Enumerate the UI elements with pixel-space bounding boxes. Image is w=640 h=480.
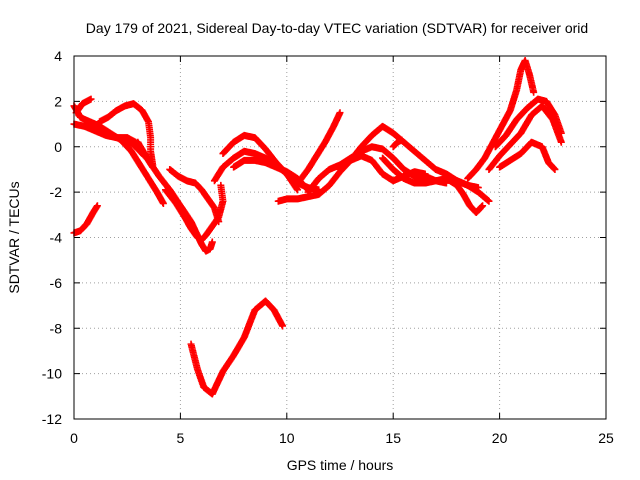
y-tick-label: -10 xyxy=(42,366,62,382)
data-point-marker xyxy=(208,238,216,246)
series-track-19 xyxy=(442,175,487,217)
data-point-marker xyxy=(336,109,344,117)
series-track-18 xyxy=(389,136,406,151)
data-point-marker xyxy=(217,181,225,189)
data-point-marker xyxy=(485,197,493,205)
data-point-marker xyxy=(551,165,559,173)
series-track-9 xyxy=(166,165,223,226)
x-tick-label: 5 xyxy=(177,430,185,446)
y-axis-label: SDTVAR / TECUs xyxy=(6,181,22,293)
data-point-marker xyxy=(159,199,167,207)
data-point-marker xyxy=(93,202,101,210)
series-track-24 xyxy=(187,297,287,398)
x-tick-label: 0 xyxy=(70,430,78,446)
series-track-23 xyxy=(496,138,559,173)
data-point-marker xyxy=(479,202,487,210)
data-point-marker xyxy=(215,218,223,226)
x-tick-label: 15 xyxy=(385,430,401,446)
data-point-marker xyxy=(557,138,565,146)
series-track-20 xyxy=(464,57,538,183)
y-tick-label: -6 xyxy=(50,275,63,291)
y-tick-label: -4 xyxy=(50,230,63,246)
y-tick-label: 4 xyxy=(54,48,62,64)
series-track-3 xyxy=(72,95,95,117)
grid-lines xyxy=(74,56,606,419)
series-track-22 xyxy=(491,95,565,151)
y-tick-label: -12 xyxy=(42,411,62,427)
series-track-6 xyxy=(70,202,101,237)
x-tick-label: 25 xyxy=(598,430,614,446)
x-tick-label: 20 xyxy=(492,430,508,446)
data-point-marker xyxy=(293,186,301,194)
series-track-11 xyxy=(210,147,301,194)
series-track-4 xyxy=(81,116,157,171)
x-axis-label: GPS time / hours xyxy=(287,457,394,473)
data-point-marker xyxy=(530,88,538,96)
data-point-marker xyxy=(398,136,406,144)
y-tick-label: 0 xyxy=(54,139,62,155)
data-point-marker xyxy=(87,95,95,103)
y-tick-label: -8 xyxy=(50,320,63,336)
chart-title: Day 179 of 2021, Sidereal Day-to-day VTE… xyxy=(86,20,588,36)
data-point-marker xyxy=(557,129,565,137)
y-tick-label: 2 xyxy=(54,93,62,109)
y-tick-label: -2 xyxy=(50,184,63,200)
data-markers xyxy=(70,57,565,398)
series-track-14 xyxy=(296,109,344,185)
data-point-marker xyxy=(279,322,287,330)
x-tick-label: 10 xyxy=(279,430,295,446)
series-track-17 xyxy=(379,154,493,205)
axis-ticks: 0 5 10 15 20 25 -12 -10 -8 -6 -4 -2 0 2 4 xyxy=(42,48,614,446)
